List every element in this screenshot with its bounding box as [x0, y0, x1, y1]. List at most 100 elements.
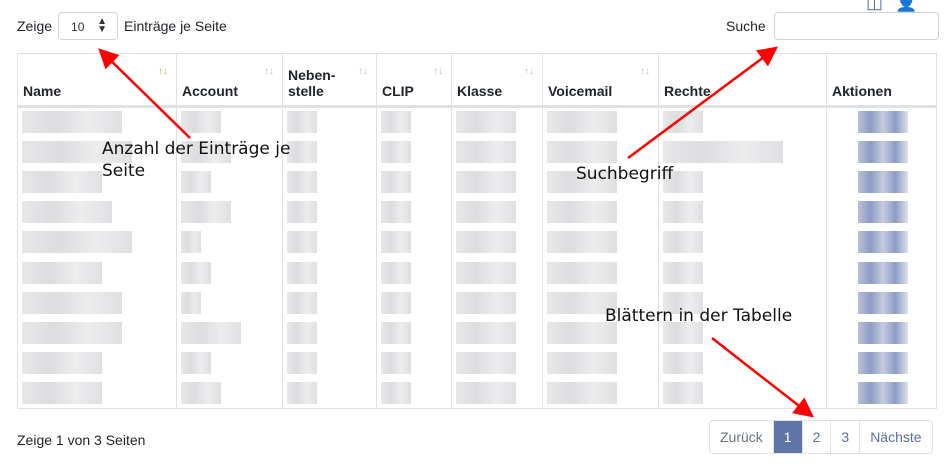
- data-table: Name ↑↓ Account ↑↓ Neben-stelle ↑↓ CLIP ↑↓ K…: [17, 53, 937, 409]
- col-label: Neben-stelle: [288, 67, 336, 99]
- actions-cell: [826, 227, 937, 258]
- redacted-content: [181, 170, 211, 193]
- table-cell: [17, 166, 177, 198]
- prev-button[interactable]: Zurück: [720, 429, 763, 445]
- col-rechte: Rechte: [658, 53, 827, 108]
- table-cell: [542, 378, 659, 409]
- page-2-button[interactable]: 2: [801, 421, 831, 453]
- table-row[interactable]: [17, 197, 937, 228]
- redacted-content: [456, 382, 516, 405]
- table-row[interactable]: [17, 166, 937, 198]
- redacted-content: [381, 291, 411, 314]
- action-buttons[interactable]: [858, 291, 908, 314]
- sort-icon: ↑↓: [264, 66, 274, 77]
- actions-cell: [826, 257, 937, 288]
- table-cell: [176, 106, 283, 137]
- table-cell: [542, 106, 659, 137]
- table-row[interactable]: [17, 378, 937, 409]
- redacted-content: [22, 140, 132, 163]
- table-cell: [542, 227, 659, 258]
- redacted-content: [381, 352, 411, 375]
- col-account[interactable]: Account ↑↓: [176, 53, 283, 108]
- redacted-content: [22, 261, 102, 284]
- table-cell: [542, 257, 659, 288]
- next-button[interactable]: Nächste: [859, 421, 931, 453]
- redacted-content: [456, 231, 516, 254]
- table-row[interactable]: [17, 136, 937, 167]
- table-row[interactable]: [17, 106, 937, 137]
- col-voicemail[interactable]: Voicemail ↑↓: [542, 53, 659, 108]
- action-buttons[interactable]: [858, 382, 908, 405]
- columns-icon[interactable]: ◫: [866, 0, 884, 12]
- page-length: Zeige 10 ▲ ▼ Einträge je Seite: [17, 12, 227, 40]
- redacted-content: [547, 382, 617, 405]
- search-input[interactable]: [773, 12, 939, 40]
- redacted-content: [663, 321, 703, 344]
- action-buttons[interactable]: [858, 140, 908, 163]
- col-name[interactable]: Name ↑↓: [17, 53, 177, 108]
- table-cell: [542, 317, 659, 348]
- redacted-content: [456, 352, 516, 375]
- action-buttons[interactable]: [858, 111, 908, 134]
- table-cell: [282, 166, 377, 198]
- table-cell: [658, 136, 827, 167]
- table-cell: [176, 257, 283, 288]
- page-length-select[interactable]: 10 ▲ ▼: [58, 12, 119, 40]
- table-cell: [282, 227, 377, 258]
- table-row[interactable]: [17, 287, 937, 318]
- action-buttons[interactable]: [858, 170, 908, 193]
- table-row[interactable]: [17, 257, 937, 288]
- table-cell: [282, 106, 377, 137]
- redacted-content: [663, 352, 703, 375]
- redacted-content: [181, 201, 231, 224]
- col-label: Account: [182, 83, 238, 99]
- redacted-content: [547, 291, 617, 314]
- col-nebenstelle[interactable]: Neben-stelle ↑↓: [282, 53, 377, 108]
- redacted-content: [381, 231, 411, 254]
- redacted-content: [22, 201, 112, 224]
- table-cell: [376, 257, 452, 288]
- redacted-content: [547, 261, 617, 284]
- action-buttons[interactable]: [858, 261, 908, 284]
- redacted-content: [287, 352, 317, 375]
- actions-cell: [826, 136, 937, 167]
- action-buttons[interactable]: [858, 352, 908, 375]
- table-cell: [376, 348, 452, 379]
- redacted-content: [22, 111, 122, 134]
- pagination: Zurück 1 2 3 Nächste: [709, 420, 933, 454]
- table-cell: [17, 136, 177, 167]
- col-label: Name: [23, 83, 62, 99]
- redacted-content: [22, 321, 122, 344]
- page-1-button[interactable]: 1: [772, 421, 802, 453]
- action-buttons[interactable]: [858, 201, 908, 224]
- action-buttons[interactable]: [858, 231, 908, 254]
- table-row[interactable]: [17, 317, 937, 348]
- table-cell: [451, 378, 543, 409]
- table-cell: [658, 106, 827, 137]
- table-cell: [282, 257, 377, 288]
- add-user-icon[interactable]: 👤: [895, 0, 918, 12]
- table-cell: [376, 287, 452, 318]
- action-buttons[interactable]: [858, 321, 908, 344]
- redacted-content: [22, 231, 132, 254]
- col-klasse[interactable]: Klasse ↑↓: [451, 53, 543, 108]
- redacted-content: [181, 140, 231, 163]
- table-row[interactable]: [17, 348, 937, 379]
- col-aktionen: Aktionen: [826, 53, 937, 108]
- table-cell: [176, 317, 283, 348]
- table-cell: [451, 317, 543, 348]
- annotation-paging: Blättern in der Tabelle: [605, 306, 793, 326]
- redacted-content: [663, 140, 783, 163]
- col-clip[interactable]: CLIP ↑↓: [376, 53, 452, 108]
- table-cell: [658, 227, 827, 258]
- table-row[interactable]: [17, 227, 937, 258]
- redacted-content: [663, 170, 703, 193]
- redacted-content: [287, 291, 317, 314]
- page-3-button[interactable]: 3: [830, 421, 859, 453]
- table-cell: [542, 197, 659, 228]
- table-cell: [376, 227, 452, 258]
- actions-cell: [826, 348, 937, 379]
- col-label: Aktionen: [832, 83, 892, 99]
- redacted-content: [287, 111, 317, 134]
- table-cell: [658, 287, 827, 318]
